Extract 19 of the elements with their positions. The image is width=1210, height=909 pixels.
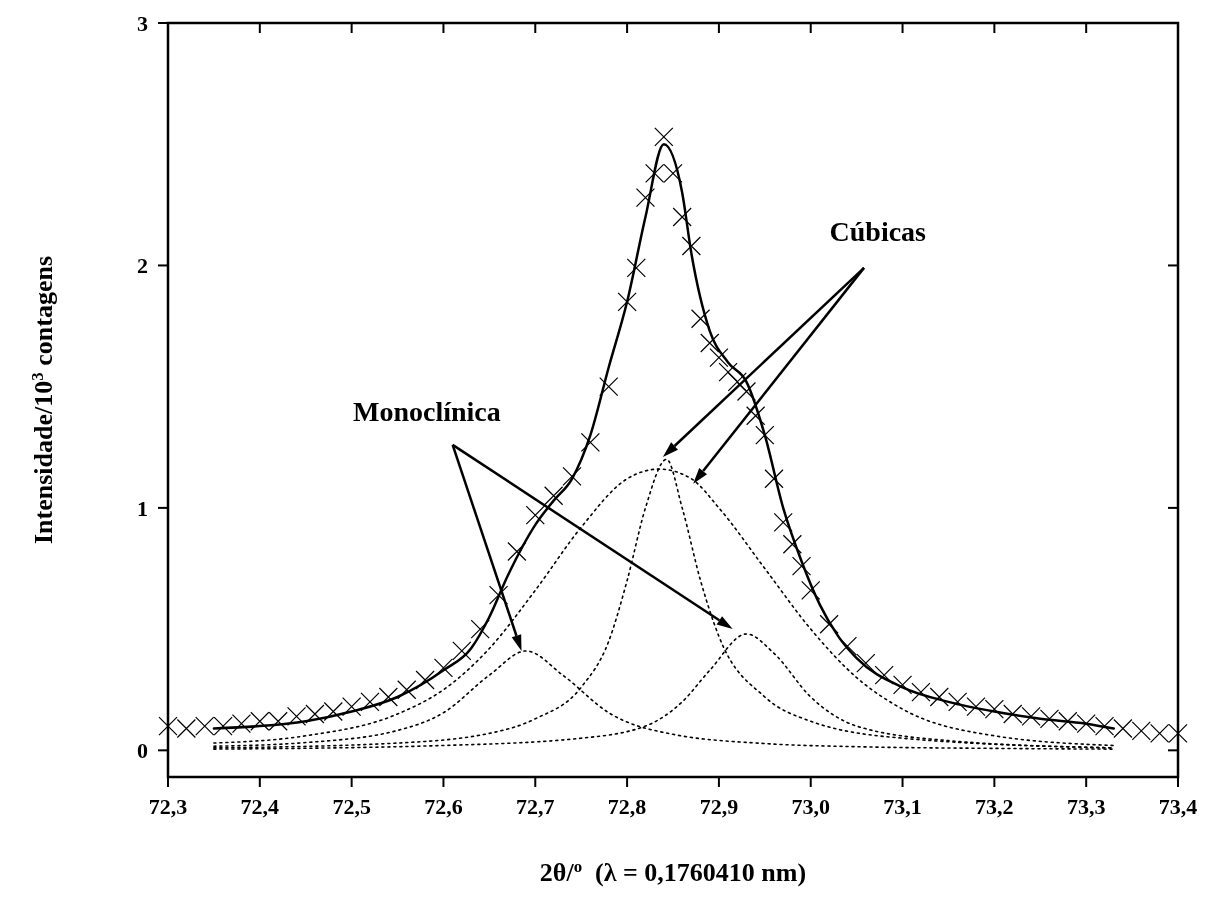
x-tick-label: 72,7 (516, 794, 555, 819)
y-tick-label: 2 (137, 253, 148, 279)
x-tick-label: 72,5 (332, 794, 371, 819)
x-tick-label: 73,2 (975, 794, 1014, 819)
x-tick-label: 72,6 (424, 794, 463, 819)
x-tick-label: 72,8 (607, 794, 647, 819)
x-axis-title: 2θ/$^{o}$ (λ = 0,1760410 nm) (539, 856, 807, 887)
x-tick-label: 72,9 (699, 794, 739, 819)
x-tick-label: 73,1 (883, 794, 922, 819)
x-tick-label: 73,4 (1158, 794, 1198, 819)
x-tick-label: 73,3 (1066, 794, 1106, 819)
y-tick-label: 0 (137, 738, 148, 764)
annotation: Monoclínica (353, 395, 501, 427)
x-tick-label: 72,4 (240, 794, 280, 819)
y-tick-label: 1 (137, 495, 148, 521)
x-tick-label: 72,3 (148, 794, 188, 819)
y-tick-label: 3 (137, 11, 148, 36)
x-tick-label: 73,0 (791, 794, 830, 819)
annotation: Cúbicas (829, 216, 927, 248)
